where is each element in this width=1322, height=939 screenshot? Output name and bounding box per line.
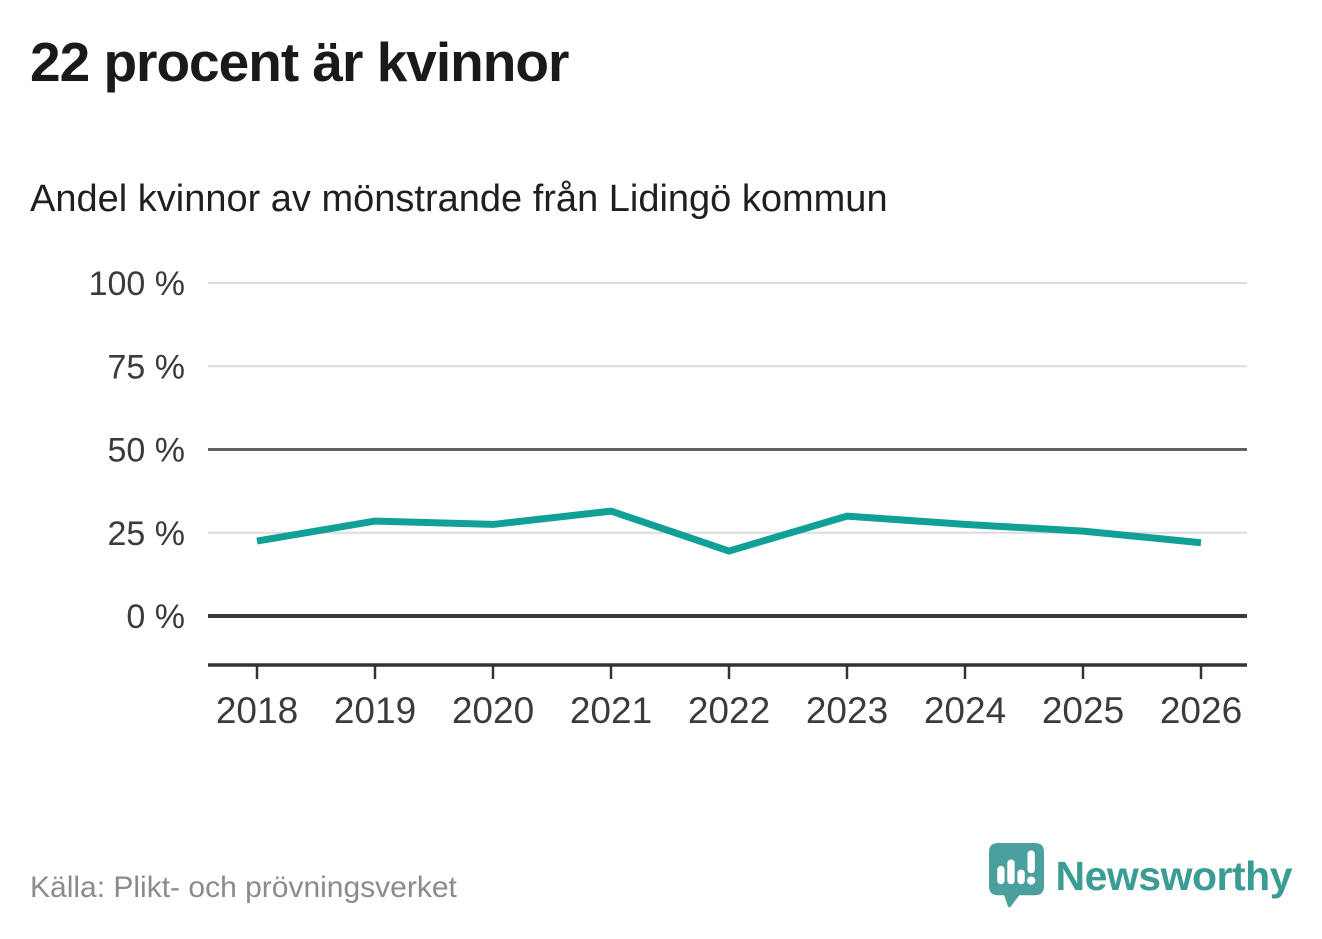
x-tick-label: 2018: [216, 690, 298, 731]
x-tick-label: 2020: [452, 690, 534, 731]
x-tick-label: 2026: [1160, 690, 1242, 731]
x-tick-label: 2022: [688, 690, 770, 731]
x-tick-label: 2023: [806, 690, 888, 731]
newsworthy-wordmark: Newsworthy: [1055, 852, 1293, 899]
y-tick-label: 25 %: [108, 515, 186, 553]
x-tick-label: 2019: [334, 690, 416, 731]
x-tick-label: 2021: [570, 690, 652, 731]
x-tick-label: 2025: [1042, 690, 1124, 731]
chart-subtitle: Andel kvinnor av mönstrande från Lidingö…: [30, 178, 888, 220]
newsworthy-logo-icon: [988, 843, 1044, 908]
data-line: [256, 507, 1202, 555]
source-note: Källa: Plikt- och prövningsverket: [30, 871, 457, 904]
y-tick-label: 50 %: [108, 432, 186, 470]
logo-exclamation-bar: [1027, 850, 1035, 874]
logo-bar-2: [1006, 859, 1015, 885]
newsworthy-logo: Newsworthy: [988, 843, 1293, 909]
logo-bar-1: [996, 865, 1005, 885]
logo-exclamation-dot: [1026, 876, 1035, 885]
page-title: 22 procent är kvinnor: [30, 31, 569, 93]
y-tick-label: 0 %: [126, 598, 185, 636]
x-tick-label: 2024: [924, 690, 1006, 731]
y-tick-label: 100 %: [89, 265, 185, 303]
logo-bar-3: [1016, 869, 1025, 885]
y-tick-label: 75 %: [108, 348, 186, 386]
